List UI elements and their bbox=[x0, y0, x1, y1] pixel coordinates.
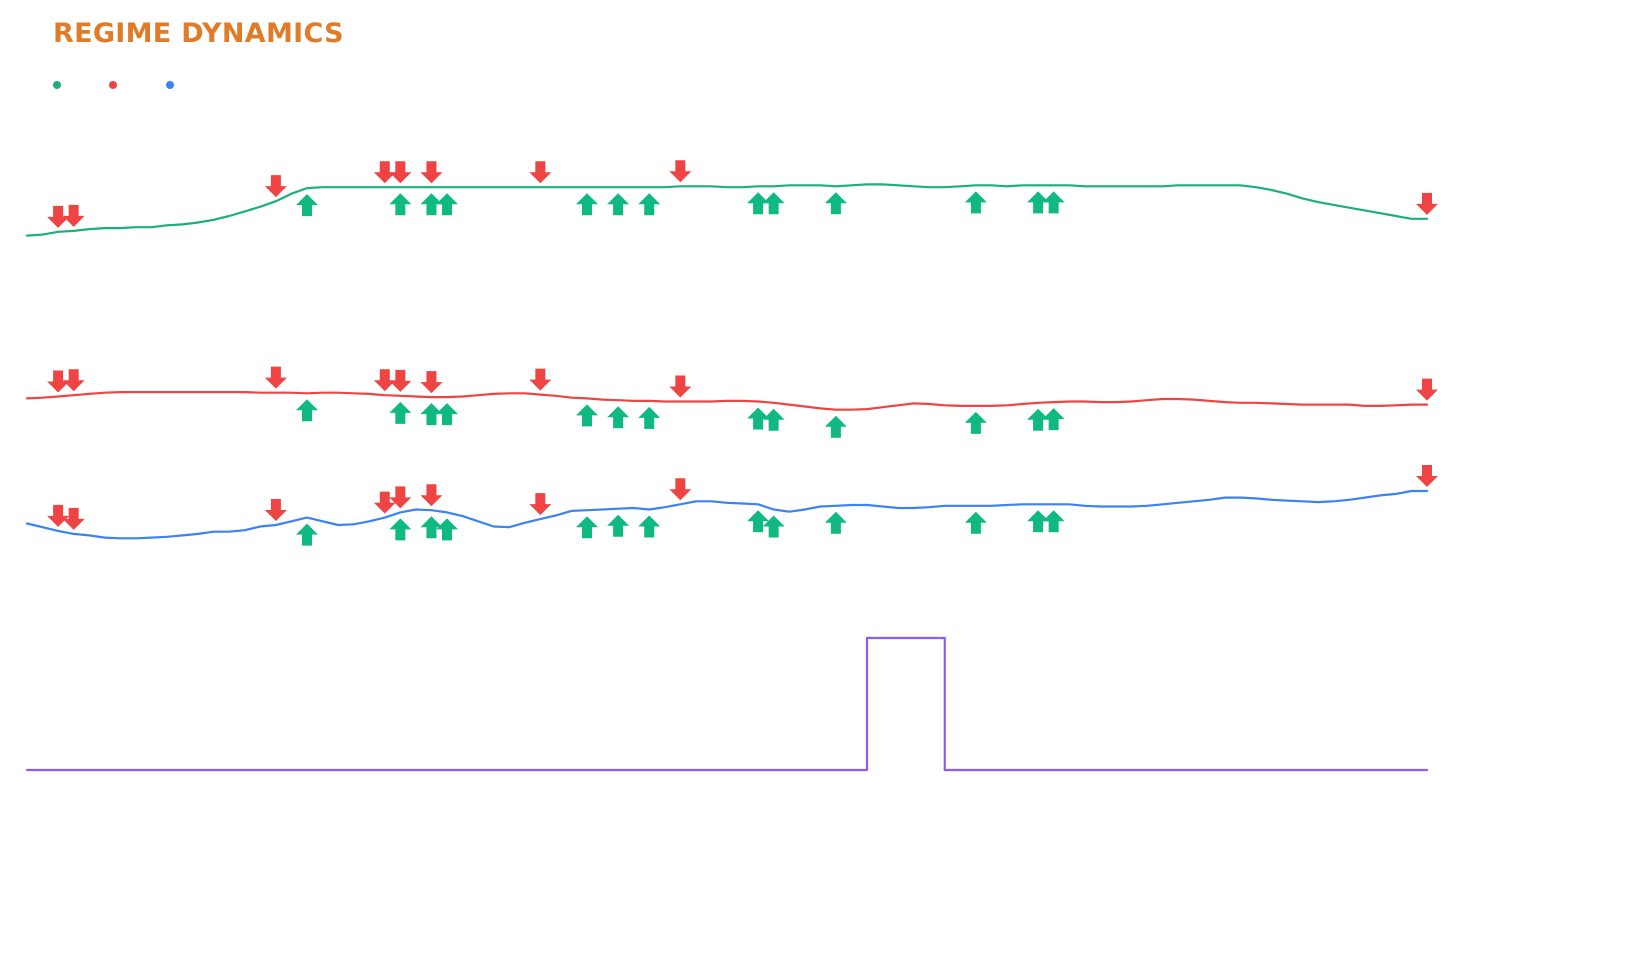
arrow-down-icon bbox=[529, 493, 552, 516]
arrow-up-icon bbox=[420, 403, 443, 426]
legend bbox=[53, 81, 253, 91]
arrow-down-icon bbox=[389, 486, 412, 509]
arrow-down-icon bbox=[373, 161, 396, 184]
arrow-down-icon bbox=[420, 161, 443, 184]
chart-title: REGIME DYNAMICS bbox=[53, 18, 344, 49]
series-line-3 bbox=[25, 489, 1429, 540]
arrow-up-icon bbox=[1042, 408, 1065, 431]
arrow-up-icon bbox=[436, 193, 458, 216]
arrow-up-icon bbox=[436, 403, 458, 426]
arrow-down-icon bbox=[1416, 464, 1438, 487]
arrow-up-icon bbox=[576, 193, 598, 216]
arrow-up-icon bbox=[1042, 191, 1065, 214]
arrow-up-icon bbox=[638, 515, 661, 538]
arrow-up-icon bbox=[296, 523, 318, 546]
arrow-up-icon bbox=[964, 411, 987, 434]
arrow-down-icon bbox=[1416, 378, 1438, 401]
arrow-up-icon bbox=[389, 193, 412, 216]
arrow-up-icon bbox=[576, 516, 598, 539]
arrow-up-icon bbox=[1027, 510, 1050, 533]
arrow-up-icon bbox=[638, 193, 661, 216]
arrow-down-icon bbox=[529, 368, 552, 391]
arrow-down-icon bbox=[389, 161, 412, 184]
arrow-down-icon bbox=[47, 504, 70, 527]
arrow-up-icon bbox=[762, 408, 785, 431]
arrow-down-icon bbox=[264, 175, 287, 198]
arrow-down-icon bbox=[62, 507, 85, 530]
legend-dot-red bbox=[109, 81, 117, 89]
arrow-up-icon bbox=[607, 514, 630, 537]
arrow-up-icon bbox=[389, 401, 412, 424]
arrow-down-icon bbox=[529, 161, 552, 184]
arrow-up-icon bbox=[607, 406, 630, 429]
arrow-up-icon bbox=[296, 399, 318, 422]
arrow-up-icon bbox=[607, 193, 630, 216]
arrow-up-icon bbox=[747, 510, 770, 533]
arrow-down-icon bbox=[669, 478, 692, 501]
arrow-down-icon bbox=[264, 499, 287, 521]
arrow-down-icon bbox=[62, 204, 85, 227]
arrow-up-icon bbox=[964, 191, 987, 214]
arrow-up-icon bbox=[436, 518, 458, 541]
arrow-up-icon bbox=[576, 404, 598, 427]
series-line-2 bbox=[25, 391, 1429, 411]
arrow-up-icon bbox=[638, 406, 661, 429]
arrow-down-icon bbox=[47, 205, 70, 228]
arrow-up-icon bbox=[389, 518, 412, 541]
arrow-down-icon bbox=[389, 369, 412, 392]
arrow-up-icon bbox=[1027, 408, 1050, 431]
arrow-up-icon bbox=[762, 192, 785, 215]
arrow-up-icon bbox=[824, 192, 847, 215]
arrow-up-icon bbox=[762, 515, 785, 538]
arrow-down-icon bbox=[62, 369, 85, 392]
arrow-down-icon bbox=[669, 375, 692, 398]
arrow-up-icon bbox=[747, 192, 770, 215]
arrow-up-icon bbox=[824, 511, 847, 534]
arrow-up-icon bbox=[1042, 510, 1065, 533]
legend-dot-blue bbox=[166, 81, 174, 89]
arrow-down-icon bbox=[264, 366, 287, 389]
arrow-up-icon bbox=[964, 511, 987, 534]
arrow-up-icon bbox=[420, 193, 443, 216]
arrow-down-icon bbox=[373, 369, 396, 392]
arrow-up-icon bbox=[420, 516, 443, 539]
arrow-up-icon bbox=[296, 194, 318, 217]
arrow-down-icon bbox=[420, 371, 443, 394]
arrow-down-icon bbox=[47, 370, 70, 393]
series-line-4 bbox=[25, 636, 1429, 772]
arrow-up-icon bbox=[747, 407, 770, 430]
arrow-up-icon bbox=[1027, 191, 1050, 214]
arrow-down-icon bbox=[669, 160, 692, 183]
arrow-up-icon bbox=[824, 415, 847, 438]
arrow-down-icon bbox=[373, 491, 396, 514]
arrow-down-icon bbox=[1416, 192, 1438, 215]
series-line-1 bbox=[25, 183, 1429, 237]
legend-dot-green bbox=[53, 81, 61, 89]
arrow-down-icon bbox=[420, 484, 443, 507]
